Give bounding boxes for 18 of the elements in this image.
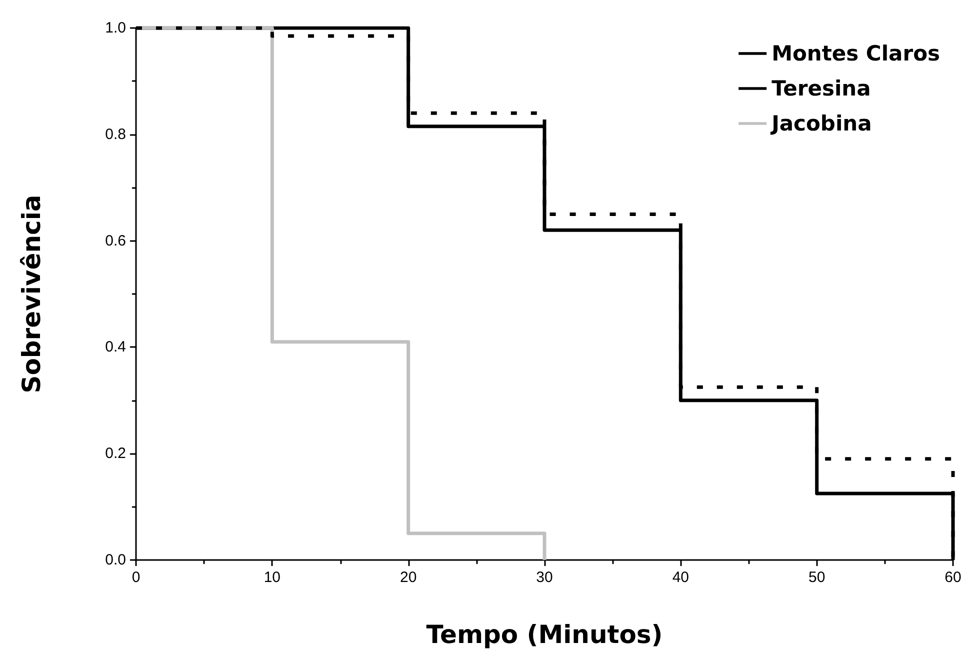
x-tick-label: 0: [132, 569, 140, 586]
x-tick-label: 40: [672, 569, 690, 586]
x-tick-label: 10: [264, 569, 281, 586]
y-tick-label: 0.6: [105, 232, 126, 250]
x-tick-label: 60: [944, 569, 962, 586]
x-tick-label: 20: [400, 569, 417, 586]
legend-label: Montes Claros: [772, 42, 940, 66]
x-axis-title: Tempo (Minutos): [426, 620, 663, 649]
y-tick-label: 0.4: [105, 338, 126, 356]
x-tick-label: 50: [808, 569, 826, 586]
y-tick-label: 0.0: [105, 552, 126, 568]
legend-label: Teresina: [772, 76, 871, 100]
x-tick-label: 30: [536, 569, 553, 586]
y-axis-title: Sobrevivência: [17, 194, 46, 394]
y-tick-label: 0.2: [105, 445, 126, 462]
y-tick-label: 0.8: [105, 126, 126, 143]
legend-label: Jacobina: [770, 112, 872, 136]
y-tick-label: 1.0: [105, 20, 126, 36]
